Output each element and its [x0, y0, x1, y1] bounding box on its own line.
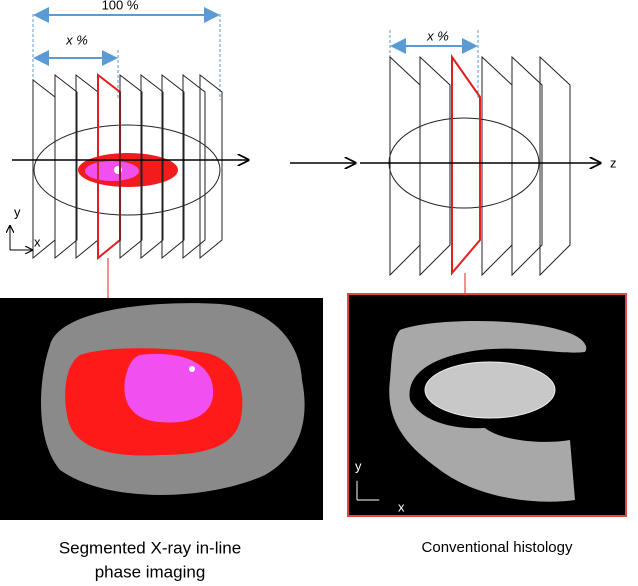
image-axis-x-label: x: [398, 499, 405, 514]
axis-x-label: x: [34, 234, 41, 249]
planes: [32, 72, 223, 261]
left-schematic: 100 % x % y x: [10, 0, 248, 298]
axis-y-label: y: [14, 204, 21, 219]
histology-image: y x: [347, 293, 627, 517]
core: [85, 161, 139, 181]
right-schematic: x % z: [360, 28, 617, 293]
caption: Conventional histology: [422, 539, 573, 556]
caption: phase imaging: [95, 562, 206, 581]
xray-image: [0, 298, 323, 520]
slice-label: x %: [65, 32, 88, 47]
image-axis-y-label: y: [355, 458, 362, 473]
caption: Segmented X-ray in-line: [59, 538, 241, 557]
slice-label: x %: [426, 28, 449, 43]
planes: [389, 53, 571, 277]
span-label: 100 %: [102, 0, 139, 12]
specimen-outline: [33, 124, 221, 216]
axis-z-label: z: [610, 155, 617, 170]
